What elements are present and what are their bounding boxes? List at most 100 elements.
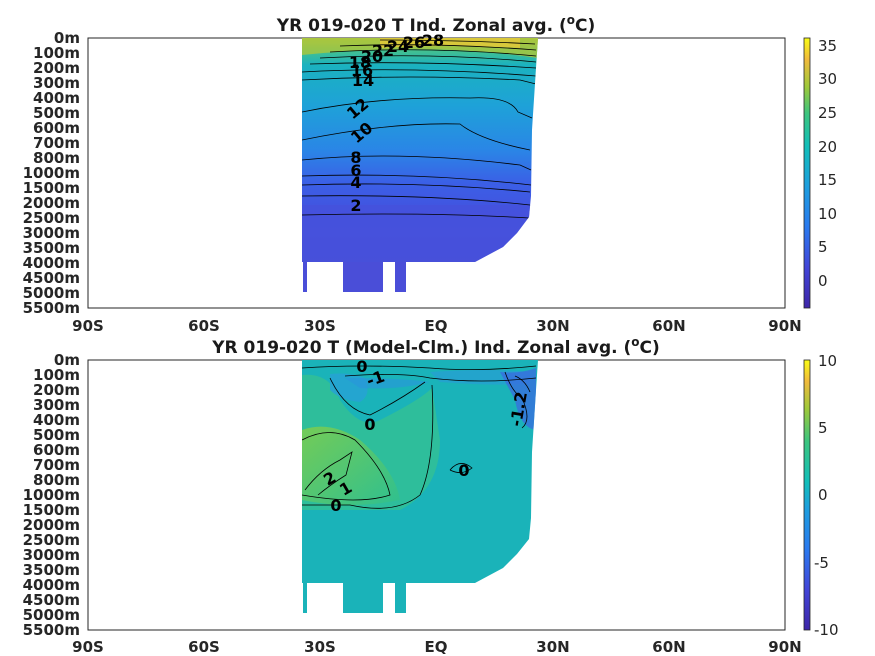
colorbar-tick: 10 xyxy=(818,352,837,370)
depth-tick: 100m xyxy=(33,44,80,62)
top-deep-column-3 xyxy=(395,262,406,292)
depth-tick: 1000m xyxy=(23,486,80,504)
anom-contour-label: 0 xyxy=(458,461,469,480)
top-contour-lines xyxy=(302,39,537,219)
contour-label-20: 20 xyxy=(361,47,383,66)
depth-tick: 1500m xyxy=(23,179,80,197)
depth-tick: 3000m xyxy=(23,546,80,564)
depth-tick: 800m xyxy=(33,149,80,167)
depth-tick: 4500m xyxy=(23,591,80,609)
contour-label-8: 8 xyxy=(350,148,361,167)
depth-tick: 600m xyxy=(33,441,80,459)
bottom-deep-column-3 xyxy=(395,583,406,613)
bottom-panel: YR 019-020 T (Model-Clm.) Ind. Zonal avg… xyxy=(23,335,839,656)
depth-tick: 200m xyxy=(33,59,80,77)
colorbar-tick: 5 xyxy=(818,238,828,256)
depth-tick: 1500m xyxy=(23,501,80,519)
depth-tick: 400m xyxy=(33,411,80,429)
depth-tick: 3500m xyxy=(23,239,80,257)
lat-tick: 30S xyxy=(304,638,336,656)
depth-tick: 5500m xyxy=(23,621,80,639)
bottom-contour-lines xyxy=(302,365,537,509)
bottom-lat-axis: 90S 60S 30S EQ 30N 60N 90N xyxy=(72,638,802,656)
contour-label-16: 16 xyxy=(351,61,373,80)
colorbar-tick: -10 xyxy=(814,621,839,639)
depth-tick: 2500m xyxy=(23,531,80,549)
top-deep-column-1 xyxy=(303,262,307,292)
depth-tick: 5500m xyxy=(23,299,80,317)
contour-label-14: 14 xyxy=(352,71,374,90)
contour-label-24: 24 xyxy=(387,37,409,56)
depth-tick: 3500m xyxy=(23,561,80,579)
bottom-deep-column-2 xyxy=(343,583,383,613)
depth-tick: 5000m xyxy=(23,284,80,302)
contour-label-6: 6 xyxy=(350,161,361,180)
depth-tick: 800m xyxy=(33,471,80,489)
lat-tick: 60S xyxy=(188,317,220,335)
depth-tick: 300m xyxy=(33,396,80,414)
depth-tick: 0m xyxy=(54,351,80,369)
lat-tick: 60N xyxy=(652,317,685,335)
top-lat-axis: 90S 60S 30S EQ 30N 60N 90N xyxy=(72,317,802,335)
lat-tick: 90N xyxy=(768,638,801,656)
top-deep-column-2 xyxy=(343,262,383,292)
lat-tick: EQ xyxy=(425,317,448,335)
lat-tick: EQ xyxy=(425,638,448,656)
depth-tick: 2500m xyxy=(23,209,80,227)
depth-tick: 4000m xyxy=(23,254,80,272)
contour-label-26: 26 xyxy=(403,33,425,52)
colorbar-tick: 20 xyxy=(818,138,837,156)
lat-tick: 90S xyxy=(72,317,104,335)
top-colorbar: 35 30 25 20 15 10 5 0 xyxy=(803,37,837,309)
colorbar-tick: 30 xyxy=(818,70,837,88)
depth-tick: 600m xyxy=(33,119,80,137)
depth-tick: 2000m xyxy=(23,516,80,534)
anom-contour-label: 0 xyxy=(356,357,367,376)
depth-tick: 300m xyxy=(33,74,80,92)
top-title: YR 019-020 T Ind. Zonal avg. (oC) xyxy=(276,13,595,36)
lat-tick: 60N xyxy=(652,638,685,656)
bottom-depth-axis: 0m 100m 200m 300m 400m 500m 600m 700m 80… xyxy=(23,351,80,639)
colorbar-tick: 5 xyxy=(818,419,828,437)
colorbar-tick: 35 xyxy=(818,37,837,55)
colorbar-tick: 0 xyxy=(818,486,828,504)
anom-contour-label: 0 xyxy=(330,496,341,515)
depth-tick: 5000m xyxy=(23,606,80,624)
contour-label-2: 2 xyxy=(350,196,361,215)
depth-tick: 700m xyxy=(33,456,80,474)
colorbar-tick: 10 xyxy=(818,205,837,223)
bottom-title: YR 019-020 T (Model-Clm.) Ind. Zonal avg… xyxy=(211,335,660,358)
bottom-deep-column-1 xyxy=(303,583,307,613)
colorbar-tick: 25 xyxy=(818,104,837,122)
anom-contour-label: 0 xyxy=(364,415,375,434)
depth-tick: 0m xyxy=(54,29,80,47)
contour-label-4: 4 xyxy=(350,173,361,192)
colorbar-tick: 0 xyxy=(818,272,828,290)
contour-label-22: 22 xyxy=(372,41,394,60)
bottom-colorbar-strip xyxy=(803,359,811,631)
depth-tick: 2000m xyxy=(23,194,80,212)
colorbar-tick: 15 xyxy=(818,171,837,189)
bottom-anomaly-field xyxy=(302,360,538,613)
contour-label-18: 18 xyxy=(349,53,371,72)
depth-tick: 500m xyxy=(33,426,80,444)
depth-tick: 3000m xyxy=(23,224,80,242)
depth-tick: 4000m xyxy=(23,576,80,594)
top-contour-labels: 28 26 24 22 20 18 16 14 12 10 8 6 4 2 xyxy=(343,31,444,215)
depth-tick: 700m xyxy=(33,134,80,152)
lat-tick: 90S xyxy=(72,638,104,656)
depth-tick: 100m xyxy=(33,366,80,384)
depth-tick: 400m xyxy=(33,89,80,107)
top-panel: YR 019-020 T Ind. Zonal avg. (oC) xyxy=(23,13,837,335)
lat-tick: 30N xyxy=(536,317,569,335)
lat-tick: 30S xyxy=(304,317,336,335)
lat-tick: 30N xyxy=(536,638,569,656)
anom-contour-label: -1 xyxy=(364,367,387,391)
colorbar-tick: -5 xyxy=(814,554,829,572)
depth-tick: 1000m xyxy=(23,164,80,182)
depth-tick: 500m xyxy=(33,104,80,122)
contour-label-28: 28 xyxy=(422,31,444,50)
lat-tick: 60S xyxy=(188,638,220,656)
top-colorbar-strip xyxy=(803,37,811,309)
depth-tick: 200m xyxy=(33,381,80,399)
